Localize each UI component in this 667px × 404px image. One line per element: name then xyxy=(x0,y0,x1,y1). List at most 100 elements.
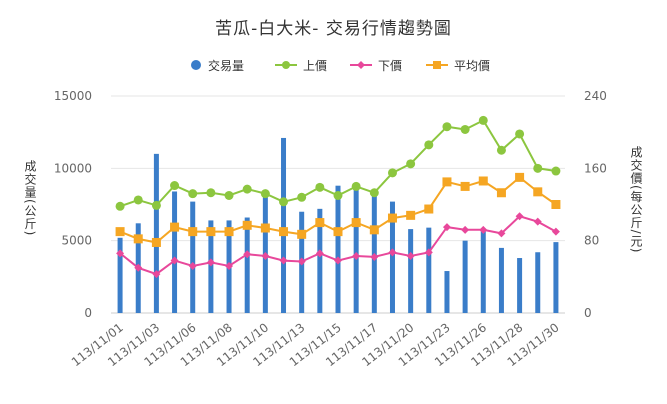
point-marker xyxy=(387,168,397,178)
point-marker xyxy=(116,249,125,258)
point-marker xyxy=(225,261,234,270)
legend-line-circle-marker-icon xyxy=(275,61,297,69)
point-marker xyxy=(515,172,525,182)
bar xyxy=(153,153,159,313)
point-marker xyxy=(369,225,379,235)
point-marker xyxy=(188,227,198,237)
point-marker xyxy=(460,124,470,134)
point-marker xyxy=(297,192,307,202)
point-marker xyxy=(170,256,179,265)
point-marker xyxy=(551,166,561,176)
legend-label-high-price: 上價 xyxy=(303,58,328,73)
point-marker xyxy=(352,252,361,261)
point-marker xyxy=(242,220,252,230)
bar xyxy=(389,201,395,313)
legend-item-high-price[interactable]: 上價 xyxy=(275,56,327,74)
point-marker xyxy=(334,256,342,265)
point-marker xyxy=(460,181,470,191)
point-marker xyxy=(442,122,452,132)
point-marker xyxy=(515,129,525,139)
point-marker xyxy=(224,227,234,237)
legend-item-low-price[interactable]: 下價 xyxy=(350,56,402,74)
point-marker xyxy=(206,188,216,198)
point-marker xyxy=(261,252,270,261)
point-marker xyxy=(134,263,143,272)
y-left-tick-label: 10000 xyxy=(54,161,92,175)
bar xyxy=(208,220,214,313)
bar xyxy=(190,201,196,313)
point-marker xyxy=(551,227,560,236)
bar xyxy=(244,217,250,313)
bar xyxy=(462,240,468,313)
point-marker xyxy=(496,145,506,155)
bar xyxy=(480,229,486,313)
point-marker xyxy=(206,227,216,237)
point-marker xyxy=(151,200,161,210)
point-marker xyxy=(497,229,506,238)
bar xyxy=(498,247,504,313)
y-axis-right-title: 成交價(每公斤/元) xyxy=(629,146,643,254)
bar xyxy=(335,185,341,313)
y-right-tick-label: 240 xyxy=(584,89,607,103)
point-marker xyxy=(260,189,270,199)
point-marker xyxy=(206,258,215,267)
point-marker xyxy=(133,234,143,244)
point-marker xyxy=(388,248,397,257)
y-right-tick-label: 80 xyxy=(584,234,599,248)
point-marker xyxy=(551,200,561,209)
bar xyxy=(553,242,559,313)
chart-title: 苦瓜-白大米- 交易行情趨勢圖 xyxy=(215,19,452,39)
point-marker xyxy=(115,201,125,211)
legend-label-volume: 交易量 xyxy=(208,58,245,73)
bar xyxy=(281,137,287,313)
point-marker xyxy=(533,217,542,226)
point-marker xyxy=(406,210,416,220)
bar xyxy=(444,271,450,313)
bar xyxy=(317,208,323,313)
point-marker xyxy=(279,256,288,265)
y-left-tick-label: 0 xyxy=(84,306,92,320)
point-marker xyxy=(333,227,343,237)
point-marker xyxy=(533,187,543,197)
point-marker xyxy=(297,257,306,266)
legend: 交易量 上價 下價 平均價 xyxy=(0,56,667,74)
y-left-tick-label: 15000 xyxy=(54,89,92,103)
point-marker xyxy=(442,223,451,232)
point-marker xyxy=(496,188,506,198)
point-marker xyxy=(297,229,307,239)
y-right-tick-label: 0 xyxy=(584,306,592,320)
point-marker xyxy=(170,181,180,191)
point-marker xyxy=(406,159,416,169)
point-marker xyxy=(515,212,524,221)
legend-label-low-price: 下價 xyxy=(378,58,403,73)
bar xyxy=(408,229,414,313)
point-marker xyxy=(151,237,161,247)
point-marker xyxy=(279,227,289,237)
bar xyxy=(517,258,523,313)
point-marker xyxy=(351,218,361,228)
y-axis-left-title: 成交量(公斤) xyxy=(23,160,37,237)
point-marker xyxy=(424,248,433,257)
point-marker xyxy=(478,176,488,186)
point-marker xyxy=(424,204,434,214)
point-marker xyxy=(315,218,325,228)
point-marker xyxy=(479,225,488,234)
point-marker xyxy=(260,223,270,233)
point-marker xyxy=(224,190,234,200)
point-marker xyxy=(315,249,324,258)
point-marker xyxy=(406,252,415,261)
point-marker xyxy=(170,222,180,232)
bar xyxy=(426,227,432,313)
point-marker xyxy=(387,213,397,223)
legend-item-volume[interactable]: 交易量 xyxy=(190,56,244,74)
legend-line-diamond-marker-icon xyxy=(350,61,372,69)
y-left-tick-label: 5000 xyxy=(61,234,92,248)
point-marker xyxy=(188,189,198,199)
point-marker xyxy=(533,163,543,173)
point-marker xyxy=(442,177,452,187)
legend-item-avg-price[interactable]: 平均價 xyxy=(426,56,490,74)
bar xyxy=(353,188,359,313)
point-marker xyxy=(351,181,361,191)
legend-label-avg-price: 平均價 xyxy=(454,58,491,73)
y-right-tick-label: 160 xyxy=(584,161,607,175)
